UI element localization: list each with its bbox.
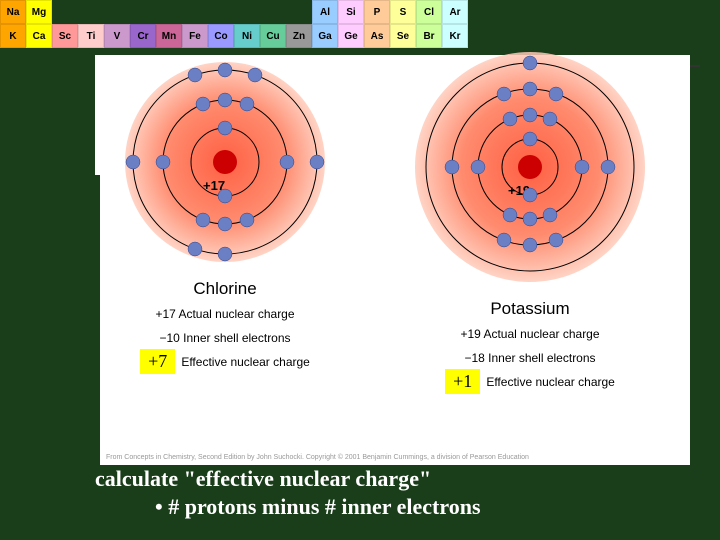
bottom-caption: calculate "effective nuclear charge" • #… <box>95 465 700 522</box>
chlorine-actual: +17 Actual nuclear charge <box>155 305 294 323</box>
potassium-eff-label: Effective nuclear charge <box>486 375 615 389</box>
potassium-effective: +1 <box>445 369 480 394</box>
chlorine-effective-row: +7 Effective nuclear charge <box>140 349 310 374</box>
caption-line2: • # protons minus # inner electrons <box>95 493 700 522</box>
chlorine-name: Chlorine <box>193 279 256 299</box>
potassium-inner: −18 Inner shell electrons <box>464 349 595 367</box>
periodic-table-strip: NaKMgCaScTiVCrMnFeCoNiCuZnAlGaSiGePAsSSe… <box>0 0 468 48</box>
potassium-atom: +19 <box>400 37 660 297</box>
potassium-effective-row: +1 Effective nuclear charge <box>445 369 615 394</box>
caption-line1: calculate "effective nuclear charge" <box>95 465 700 494</box>
citation-text: From Concepts in Chemistry, Second Editi… <box>106 454 529 461</box>
potassium-name: Potassium <box>490 299 569 319</box>
diagram-container: +17 Chlorine +17 Actual nuclear charge −… <box>100 55 690 465</box>
chlorine-inner: −10 Inner shell electrons <box>159 329 290 347</box>
chlorine-block: +17 Chlorine +17 Actual nuclear charge −… <box>110 47 340 374</box>
potassium-block: +19 Potassium +19 Actual nuclear charge … <box>400 37 660 394</box>
chlorine-effective: +7 <box>140 349 175 374</box>
chlorine-atom: +17 <box>110 47 340 277</box>
chlorine-eff-label: Effective nuclear charge <box>181 355 310 369</box>
potassium-actual: +19 Actual nuclear charge <box>460 325 599 343</box>
